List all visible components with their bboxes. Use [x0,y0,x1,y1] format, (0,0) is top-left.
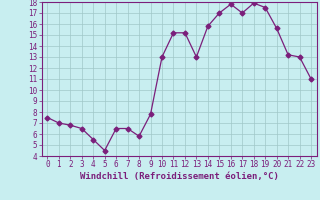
X-axis label: Windchill (Refroidissement éolien,°C): Windchill (Refroidissement éolien,°C) [80,172,279,181]
